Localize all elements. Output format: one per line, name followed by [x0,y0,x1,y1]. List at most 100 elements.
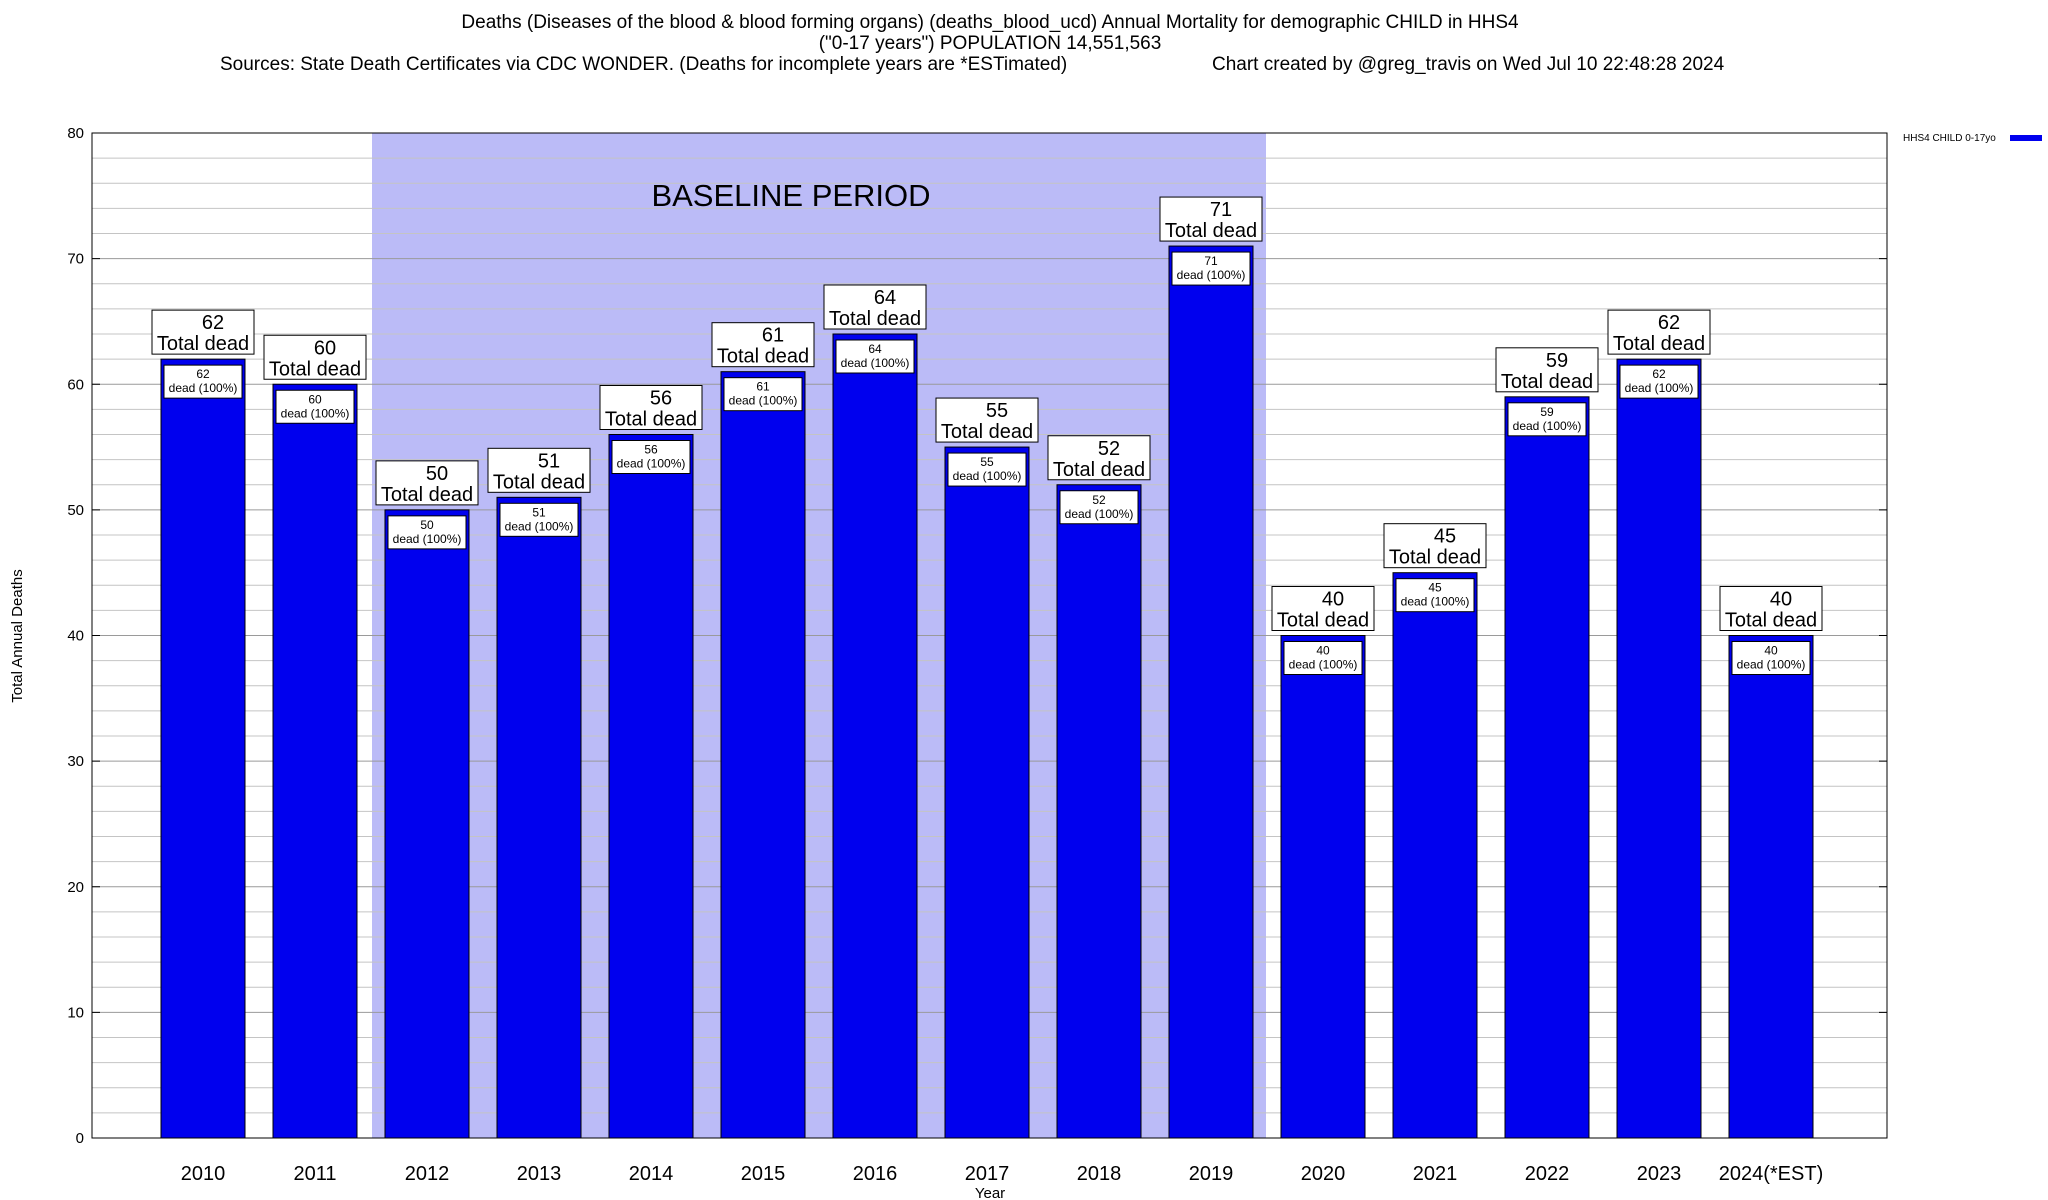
total-dead-label: Total dead [717,346,809,368]
bar [1056,484,1142,1139]
y-tick-label: 0 [76,1130,84,1147]
total-label-box [375,460,479,506]
total-value-label: 52 [1098,438,1120,460]
inner-percent-label: dead (100%) [729,394,798,408]
inner-label-box [1283,641,1363,675]
total-value-label: 40 [1322,589,1344,611]
chart-sources: Sources: State Death Certificates via CD… [220,54,1068,75]
bar [160,358,246,1139]
bar [608,434,694,1139]
inner-label-box [723,377,803,412]
inner-percent-label: dead (100%) [953,469,1022,483]
x-tick-label: 2016 [853,1163,898,1185]
y-axis-label: Total Annual Deaths [9,569,26,702]
total-value-label: 40 [1770,589,1792,611]
total-dead-label: Total dead [1165,220,1257,242]
total-value-label: 71 [1210,199,1232,221]
x-tick-label: 2015 [741,1163,786,1185]
x-tick-label: 2024(*EST) [1719,1163,1824,1185]
inner-value-label: 45 [1428,581,1442,595]
total-value-label: 62 [1658,312,1680,334]
y-tick-label: 50 [67,502,84,519]
bar [496,496,582,1139]
legend-swatch [2010,135,2042,141]
inner-percent-label: dead (100%) [1289,658,1358,672]
total-value-label: 60 [314,337,336,359]
total-dead-label: Total dead [1501,371,1593,393]
x-tick-label: 2019 [1189,1163,1234,1185]
x-tick-label: 2012 [405,1163,450,1185]
x-tick-label: 2010 [181,1163,226,1185]
total-label-box [1383,523,1487,569]
inner-label-box [1507,402,1587,437]
total-dead-label: Total dead [1613,333,1705,355]
chart-title-line2: ("0-17 years") POPULATION 14,551,563 [818,33,1162,54]
inner-value-label: 62 [196,367,210,381]
total-value-label: 62 [202,312,224,334]
inner-percent-label: dead (100%) [1737,658,1806,672]
total-dead-label: Total dead [829,308,921,330]
bar [1728,635,1814,1139]
x-tick-label: 2021 [1413,1163,1458,1185]
inner-label-box [1731,641,1811,675]
bar [1280,635,1366,1139]
total-label-box [1495,347,1599,393]
chart-credit: Chart created by @greg_travis on Wed Jul… [1212,54,1725,75]
total-dead-label: Total dead [157,333,249,355]
inner-value-label: 55 [980,455,994,469]
inner-label-box [499,502,579,537]
x-tick-label: 2018 [1077,1163,1122,1185]
inner-percent-label: dead (100%) [1177,268,1246,282]
total-value-label: 51 [538,450,560,472]
inner-label-box [1059,490,1139,525]
inner-label-box [163,364,243,399]
bar [1616,358,1702,1139]
inner-value-label: 50 [420,518,434,532]
inner-percent-label: dead (100%) [281,406,350,420]
total-value-label: 59 [1546,350,1568,372]
legend-label: HHS4 CHILD 0-17yo [1903,133,1996,144]
inner-label-box [275,389,355,424]
total-value-label: 56 [650,388,672,410]
inner-value-label: 51 [532,505,546,519]
bar [720,371,806,1139]
inner-percent-label: dead (100%) [1513,419,1582,433]
x-axis-label: Year [975,1185,1005,1200]
inner-value-label: 61 [756,380,770,394]
y-tick-label: 40 [67,628,84,645]
inner-percent-label: dead (100%) [617,457,686,471]
inner-value-label: 40 [1764,644,1778,658]
total-label-box [1271,586,1375,631]
inner-value-label: 59 [1540,405,1554,419]
total-dead-label: Total dead [269,358,361,380]
y-tick-label: 80 [67,125,84,142]
total-label-box [263,334,367,380]
inner-percent-label: dead (100%) [1625,381,1694,395]
baseline-period-label: BASELINE PERIOD [651,178,930,213]
inner-label-box [1171,251,1251,286]
total-dead-label: Total dead [1389,547,1481,569]
y-tick-label: 60 [67,376,84,393]
y-tick-label: 10 [67,1004,84,1021]
bar [1392,572,1478,1139]
total-label-box [711,322,815,368]
total-value-label: 45 [1434,526,1456,548]
x-tick-label: 2023 [1637,1163,1682,1185]
inner-label-box [1619,364,1699,399]
total-dead-label: Total dead [605,409,697,431]
inner-percent-label: dead (100%) [1401,595,1470,609]
total-label-box [1047,435,1151,481]
total-dead-label: Total dead [381,484,473,506]
x-tick-label: 2020 [1301,1163,1346,1185]
total-label-box [599,385,703,430]
total-label-box [935,397,1039,443]
bar [1168,245,1254,1139]
x-tick-label: 2011 [293,1163,336,1185]
x-tick-label: 2014 [629,1163,674,1185]
bar [832,333,918,1139]
total-dead-label: Total dead [1725,610,1817,632]
inner-label-box [835,339,915,374]
total-dead-label: Total dead [1053,459,1145,481]
total-dead-label: Total dead [493,471,585,493]
x-tick-label: 2013 [517,1163,562,1185]
